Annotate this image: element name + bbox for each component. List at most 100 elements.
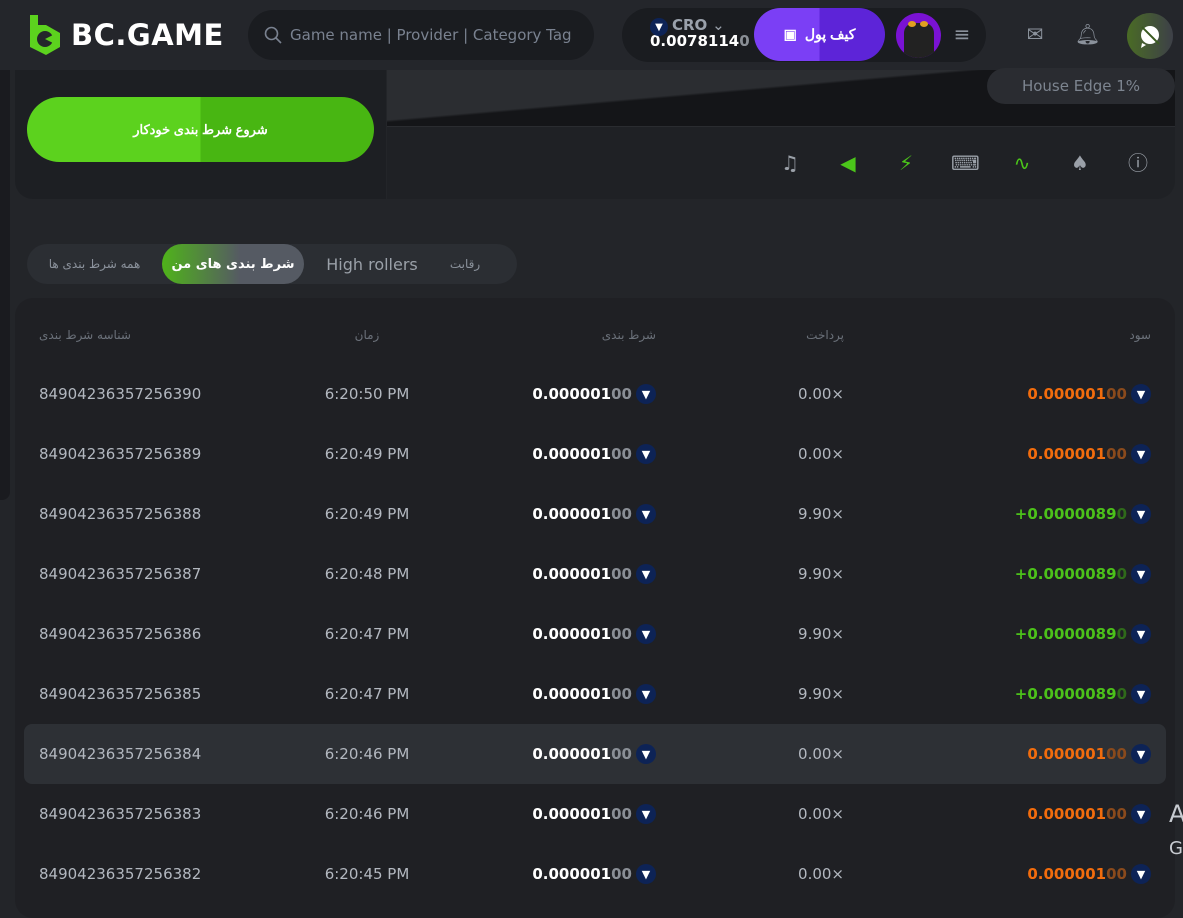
bet-amount: 0.00000100 ▼ (504, 864, 656, 884)
game-area: House Edge 1% (387, 68, 1175, 127)
game-controls: ♫ ◀ ⚡︎ ⌨ ∿ ♠ ⓘ (777, 150, 1151, 176)
bet-time: 6:20:46 PM (324, 745, 410, 763)
bet-time: 6:20:45 PM (324, 865, 410, 883)
tab-all-bets[interactable]: همه شرط بندی ها (48, 257, 141, 271)
bet-time: 6:20:46 PM (324, 805, 410, 823)
game-panel: House Edge 1% ♫ ◀ ⚡︎ ⌨ ∿ ♠ ⓘ (387, 68, 1175, 199)
cro-coin-icon: ▼ (636, 564, 656, 584)
bet-amount: 0.00000100 ▼ (504, 804, 656, 824)
bet-id[interactable]: 84904236357256383 (39, 805, 202, 823)
bet-id[interactable]: 84904236357256389 (39, 445, 202, 463)
payout: 0.00× (798, 745, 844, 763)
cro-coin-icon: ▼ (1131, 684, 1151, 704)
table-row[interactable]: 84904236357256383 6:20:46 PM 0.00000100 ▼… (24, 784, 1166, 844)
profit: +0.00000890 ▼ (1015, 624, 1151, 644)
chat-button[interactable] (1127, 13, 1173, 59)
start-auto-bet-button[interactable]: شروع شرط بندی خودکار (27, 97, 374, 162)
logo[interactable]: BC.GAME (27, 13, 224, 57)
payout: 9.90× (798, 505, 844, 523)
search-bar[interactable] (248, 10, 594, 60)
bet-amount: 0.00000100 ▼ (504, 504, 656, 524)
lightning-icon[interactable]: ⚡︎ (898, 151, 914, 175)
search-input[interactable] (290, 26, 580, 44)
sound-icon[interactable]: ◀ (840, 151, 856, 175)
bet-time: 6:20:50 PM (324, 385, 410, 403)
help-icon[interactable]: ⓘ (1128, 151, 1148, 175)
profit: 0.00000100 ▼ (1027, 444, 1151, 464)
payout: 0.00× (798, 865, 844, 883)
cro-coin-icon: ▼ (1131, 624, 1151, 644)
bet-time: 6:20:49 PM (324, 445, 410, 463)
keyboard-icon[interactable]: ⌨ (951, 151, 980, 175)
chevron-down-icon: ⌄ (712, 16, 725, 34)
tab-my-bets[interactable]: شرط بندی های من (162, 244, 304, 284)
music-off-icon[interactable]: ♫ (781, 151, 799, 175)
table-header: شناسه شرط بندی زمان شرط بندی پرداخت سود (39, 328, 1151, 342)
cro-coin-icon: ▼ (650, 18, 668, 36)
cro-coin-icon: ▼ (636, 624, 656, 644)
avatar[interactable] (896, 13, 941, 58)
payout: 0.00× (798, 805, 844, 823)
bet-amount: 0.00000100 ▼ (504, 384, 656, 404)
bet-id[interactable]: 84904236357256390 (39, 385, 202, 403)
bet-id[interactable]: 84904236357256387 (39, 565, 202, 583)
payout: 9.90× (798, 565, 844, 583)
table-row[interactable]: 84904236357256390 6:20:50 PM 0.00000100 ▼… (24, 364, 1166, 424)
currency-selector[interactable]: ▼ CRO ⌄ 0.00781140 (650, 16, 750, 50)
profit: 0.00000100 ▼ (1027, 384, 1151, 404)
table-row[interactable]: 84904236357256386 6:20:47 PM 0.00000100 ▼… (24, 604, 1166, 664)
cro-coin-icon: ▼ (1131, 444, 1151, 464)
bet-id[interactable]: 84904236357256384 (39, 745, 202, 763)
profit: +0.00000890 ▼ (1015, 684, 1151, 704)
payout: 9.90× (798, 625, 844, 643)
cro-coin-icon: ▼ (1131, 504, 1151, 524)
mail-icon[interactable]: ✉ (1026, 22, 1044, 46)
deposit-button[interactable]: ▣ کیف پول (754, 8, 885, 61)
sidebar-edge (0, 70, 10, 500)
bet-amount: 0.00000100 ▼ (504, 624, 656, 644)
table-row[interactable]: 84904236357256385 6:20:47 PM 0.00000100 ▼… (24, 664, 1166, 724)
bet-amount: 0.00000100 ▼ (504, 444, 656, 464)
acorn-icon[interactable]: ♠ (1071, 151, 1089, 175)
tab-contest[interactable]: رقابت (449, 257, 481, 271)
profit: +0.00000890 ▼ (1015, 564, 1151, 584)
bet-id[interactable]: 84904236357256386 (39, 625, 202, 643)
bet-time: 6:20:49 PM (324, 505, 410, 523)
bets-tabs: همه شرط بندی ها شرط بندی های من High rol… (27, 244, 517, 284)
cro-coin-icon: ▼ (636, 804, 656, 824)
table-row[interactable]: 84904236357256382 6:20:45 PM 0.00000100 ▼… (24, 844, 1166, 904)
table-row[interactable]: 84904236357256389 6:20:49 PM 0.00000100 ▼… (24, 424, 1166, 484)
profit: 0.00000100 ▼ (1027, 804, 1151, 824)
bet-id[interactable]: 84904236357256385 (39, 685, 202, 703)
bet-id[interactable]: 84904236357256382 (39, 865, 202, 883)
payout: 0.00× (798, 385, 844, 403)
chat-icon (1141, 26, 1160, 48)
edge-text: A (1169, 800, 1183, 828)
cro-coin-icon: ▼ (636, 864, 656, 884)
bet-amount: 0.00000100 ▼ (504, 684, 656, 704)
tab-high-rollers[interactable]: High rollers (326, 254, 418, 274)
cro-coin-icon: ▼ (636, 684, 656, 704)
cro-coin-icon: ▼ (1131, 744, 1151, 764)
bell-icon[interactable]: 🔔︎ (1075, 22, 1101, 46)
bet-controls-panel: شروع شرط بندی خودکار (15, 70, 386, 199)
payout: 9.90× (798, 685, 844, 703)
bets-table: شناسه شرط بندی زمان شرط بندی پرداخت سود … (15, 298, 1175, 918)
chart-icon[interactable]: ∿ (1013, 151, 1031, 175)
bet-time: 6:20:47 PM (324, 685, 410, 703)
cro-coin-icon: ▼ (1131, 384, 1151, 404)
table-row[interactable]: 84904236357256388 6:20:49 PM 0.00000100 ▼… (24, 484, 1166, 544)
table-row[interactable]: 84904236357256387 6:20:48 PM 0.00000100 ▼… (24, 544, 1166, 604)
bc-logo-icon (30, 15, 60, 55)
header: BC.GAME ▼CRO ⌄ 0.00781140 ▣کیف پول ≡ ✉ 🔔… (0, 0, 1183, 70)
menu-list-icon[interactable]: ≡ (953, 22, 971, 46)
bet-amount: 0.00000100 ▼ (504, 744, 656, 764)
bet-time: 6:20:47 PM (324, 625, 410, 643)
cro-coin-icon: ▼ (636, 744, 656, 764)
profit: 0.00000100 ▼ (1027, 864, 1151, 884)
cro-coin-icon: ▼ (1131, 804, 1151, 824)
table-row[interactable]: 84904236357256384 6:20:46 PM 0.00000100 ▼… (24, 724, 1166, 784)
cro-coin-icon: ▼ (1131, 864, 1151, 884)
cro-coin-icon: ▼ (636, 384, 656, 404)
bet-id[interactable]: 84904236357256388 (39, 505, 202, 523)
